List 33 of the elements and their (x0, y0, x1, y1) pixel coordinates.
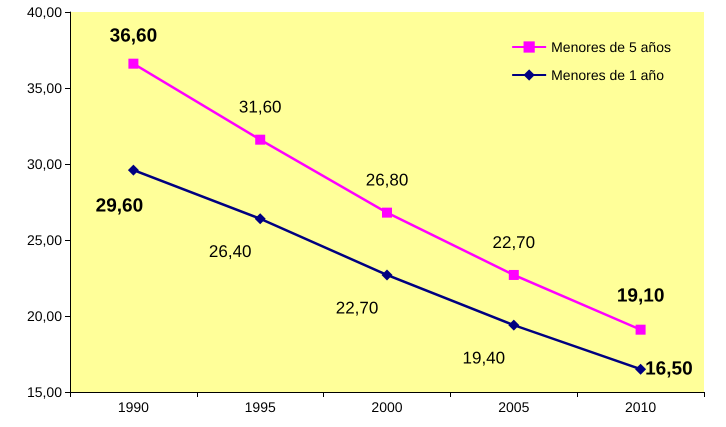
x-tick-label: 1995 (244, 399, 276, 415)
data-label: 19,40 (462, 348, 506, 368)
point (635, 364, 646, 375)
data-label: 36,60 (110, 26, 158, 47)
y-tick-label: 25,00 (26, 232, 62, 248)
legend-label: Menores de 1 año (551, 67, 664, 83)
x-tick-label: 1990 (118, 399, 150, 415)
point (128, 164, 139, 176)
point (508, 270, 519, 280)
data-label: 31,60 (238, 98, 282, 117)
data-label: 16,50 (645, 358, 693, 380)
point (636, 324, 646, 335)
data-label: 22,70 (336, 298, 378, 318)
y-tick-label: 40,00 (26, 4, 62, 20)
data-label: 22,70 (492, 232, 536, 252)
data-label: 29,60 (96, 196, 144, 217)
point (508, 320, 520, 331)
x-tick-label: 2010 (625, 399, 656, 415)
y-tick-label: 20,00 (26, 308, 62, 324)
x-tick-label: 2000 (371, 399, 403, 415)
data-label: 26,80 (366, 170, 408, 190)
point (255, 134, 266, 145)
point (382, 208, 392, 218)
x-tick-label: 2005 (498, 399, 530, 415)
point (254, 213, 266, 224)
data-label: 19,10 (616, 286, 664, 307)
data-label: 26,40 (208, 242, 252, 262)
point (382, 269, 392, 280)
y-tick-label: 30,00 (26, 156, 62, 172)
y-tick-label: 15,00 (26, 384, 62, 400)
y-tick-label: 35,00 (26, 80, 62, 96)
point (128, 58, 138, 69)
legend-label: Menores de 5 años (551, 39, 672, 55)
